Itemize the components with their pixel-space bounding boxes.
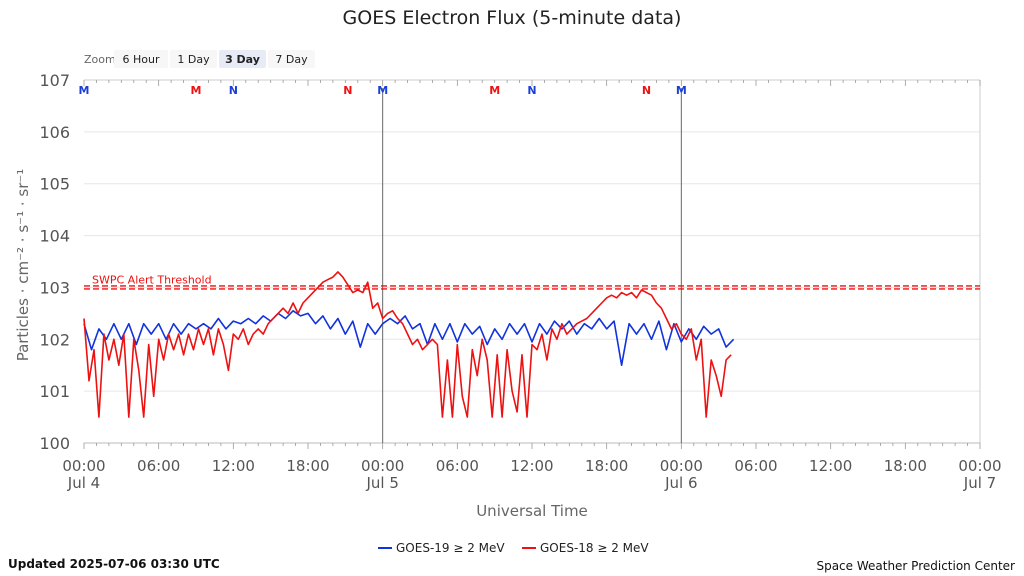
marker-n: N — [527, 84, 536, 97]
zoom-button-bg[interactable] — [114, 50, 168, 68]
chart-title: GOES Electron Flux (5-minute data) — [343, 7, 682, 29]
zoom-button-label[interactable]: 1 Day — [177, 53, 210, 66]
plot-area — [84, 80, 980, 443]
x-tick-time: 06:00 — [436, 457, 479, 475]
x-tick-time: 00:00 — [361, 457, 404, 475]
series-group — [83, 271, 735, 418]
y-tick-label: 105 — [39, 175, 70, 194]
x-tick-date: Jul 7 — [963, 474, 996, 492]
y-tick-label: 101 — [39, 382, 70, 401]
zoom-button-3-day[interactable]: 3 Day — [219, 50, 266, 68]
grid — [83, 79, 981, 449]
y-tick-label: 100 — [39, 434, 70, 453]
x-tick-time: 00:00 — [958, 457, 1001, 475]
legend: GOES-19 ≥ 2 MeV GOES-18 ≥ 2 MeV — [378, 541, 649, 555]
zoom-label: Zoom — [84, 53, 116, 66]
zoom-bar: Zoom 6 Hour 1 Day 3 Day 7 Day — [84, 50, 315, 68]
day-lines — [382, 88, 682, 443]
zoom-button-1-day[interactable]: 1 Day — [170, 50, 217, 68]
zoom-button-bg[interactable] — [268, 50, 315, 68]
x-tick-time: 12:00 — [510, 457, 553, 475]
marker-n: N — [229, 84, 238, 97]
x-tick-time: 00:00 — [62, 457, 105, 475]
threshold-label: SWPC Alert Threshold — [92, 273, 212, 286]
marker-m: M — [377, 84, 388, 97]
zoom-button-bg[interactable] — [170, 50, 217, 68]
y-tick-label: 106 — [39, 123, 70, 142]
zoom-button-bg[interactable] — [219, 50, 266, 68]
y-tick-label: 103 — [39, 278, 70, 297]
marker-m: M — [489, 84, 500, 97]
series-line-goes-19 — [83, 310, 735, 366]
x-tick-date: Jul 6 — [664, 474, 697, 492]
credit-text: Space Weather Prediction Center — [816, 559, 1015, 573]
x-tick-time: 12:00 — [809, 457, 852, 475]
y-tick-label: 104 — [39, 227, 70, 246]
marker-n: N — [343, 84, 352, 97]
legend-item-goes-19[interactable]: GOES-19 ≥ 2 MeV — [378, 541, 505, 555]
x-tick-date: Jul 4 — [67, 474, 100, 492]
plot-background — [84, 80, 980, 443]
legend-label[interactable]: GOES-18 ≥ 2 MeV — [540, 541, 649, 555]
marker-m: M — [676, 84, 687, 97]
marker-n: N — [642, 84, 651, 97]
x-tick-time: 00:00 — [660, 457, 703, 475]
x-tick-time: 06:00 — [137, 457, 180, 475]
series-line-goes-18 — [83, 271, 732, 418]
zoom-button-7-day[interactable]: 7 Day — [268, 50, 315, 68]
x-tick-time: 18:00 — [286, 457, 329, 475]
zoom-button-6-hour[interactable]: 6 Hour — [114, 50, 168, 68]
y-tick-label: 102 — [39, 330, 70, 349]
marker-m: M — [191, 84, 202, 97]
legend-item-goes-18[interactable]: GOES-18 ≥ 2 MeV — [522, 541, 649, 555]
x-axis-title: Universal Time — [476, 502, 588, 520]
marker-m: M — [79, 84, 90, 97]
x-tick-date: Jul 5 — [365, 474, 398, 492]
y-axis-title: Particles · cm⁻² · s⁻¹ · sr⁻¹ — [14, 169, 32, 362]
x-tick-time: 06:00 — [734, 457, 777, 475]
x-tick-time: 18:00 — [585, 457, 628, 475]
threshold: SWPC Alert Threshold — [84, 273, 980, 290]
x-tick-time: 18:00 — [884, 457, 927, 475]
zoom-button-label[interactable]: 7 Day — [275, 53, 308, 66]
y-tick-label: 107 — [39, 71, 70, 90]
updated-timestamp: Updated 2025-07-06 03:30 UTC — [8, 557, 220, 571]
y-ticks: 100 101 102 103 104 105 106 107 — [39, 71, 70, 453]
x-tick-time: 12:00 — [212, 457, 255, 475]
zoom-button-label[interactable]: 6 Hour — [123, 53, 160, 66]
zoom-button-label[interactable]: 3 Day — [225, 53, 260, 66]
legend-label[interactable]: GOES-19 ≥ 2 MeV — [396, 541, 505, 555]
